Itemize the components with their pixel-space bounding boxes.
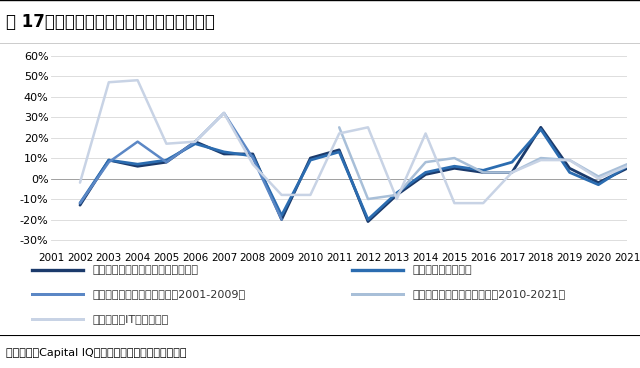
Text: 信越化工：半导体硅: 信越化工：半导体硅 [413,265,472,275]
Text: 信越化工：电子与功能材料（2001-2009）: 信越化工：电子与功能材料（2001-2009） [93,289,246,300]
Text: 住友化学：IT相关化学品: 住友化学：IT相关化学品 [93,314,169,324]
Text: 资料来源：Capital IQ、企业公告、国泰君安证券研究: 资料来源：Capital IQ、企业公告、国泰君安证券研究 [6,348,187,358]
Text: 东丽工业：信息传播材料与设备业务: 东丽工业：信息传播材料与设备业务 [93,265,199,275]
Text: 图 17：电子材料营收增速与半导体周期匹配: 图 17：电子材料营收增速与半导体周期匹配 [6,13,215,31]
Text: 信越化工：电子与功能材料（2010-2021）: 信越化工：电子与功能材料（2010-2021） [413,289,566,300]
